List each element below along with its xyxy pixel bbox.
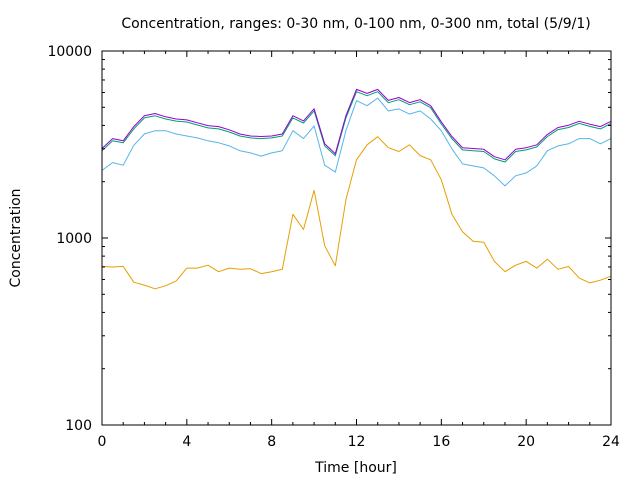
x-tick-label: 24 (602, 434, 620, 450)
x-tick-label: 4 (182, 434, 191, 450)
y-tick-label: 1000 (56, 231, 92, 247)
series-line-0-30-nm (101, 136, 612, 290)
y-axis-label: Concentration (8, 188, 24, 287)
y-axis: 100 1000 10000 (47, 44, 611, 434)
series-line-0-100-nm (101, 97, 612, 187)
x-tick-label: 8 (267, 434, 276, 450)
plot-frame (101, 50, 612, 426)
y-tick-label: 100 (65, 418, 92, 434)
series-line-0-300-nm (101, 91, 612, 163)
plot-lines (101, 88, 612, 290)
y-tick-label: 10000 (47, 44, 92, 60)
x-axis-label: Time [hour] (314, 460, 397, 476)
x-tick-label: 16 (432, 434, 450, 450)
series-line-total (101, 88, 612, 161)
x-tick-label: 0 (98, 434, 107, 450)
x-tick-label: 20 (517, 434, 535, 450)
x-tick-label: 12 (348, 434, 366, 450)
x-axis: 0 4 8 12 16 20 24 (98, 51, 620, 450)
chart-title: Concentration, ranges: 0-30 nm, 0-100 nm… (121, 16, 590, 32)
